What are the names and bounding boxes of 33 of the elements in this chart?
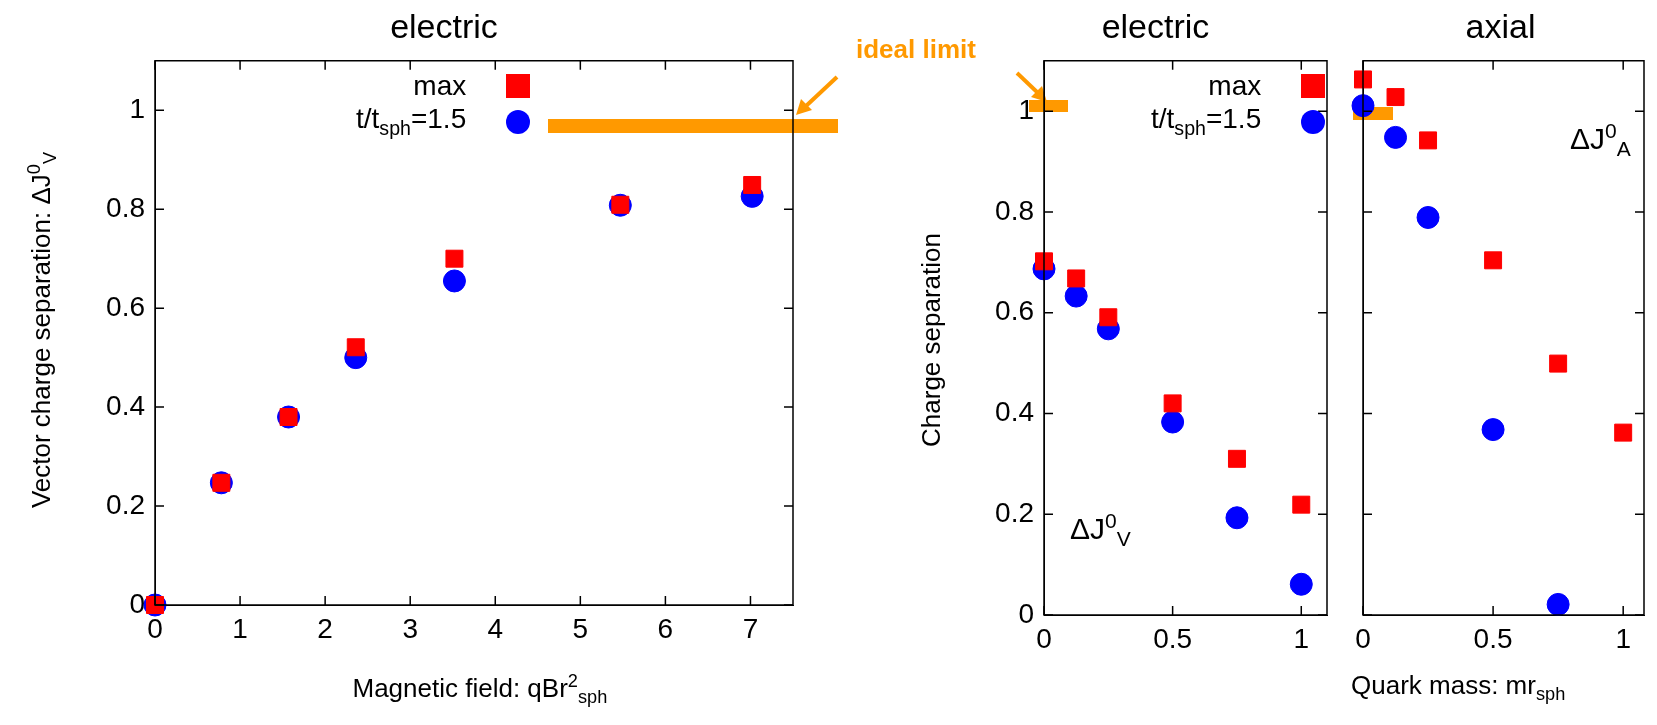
y-tick-label: 1 bbox=[129, 92, 145, 124]
y-tick-label: 0.2 bbox=[995, 496, 1034, 528]
x-tick-label: 6 bbox=[657, 612, 674, 644]
y-tick-label: 0.8 bbox=[106, 191, 145, 223]
y-tick-label: 0.4 bbox=[995, 396, 1034, 428]
y-tick-label: 0.2 bbox=[106, 488, 145, 520]
y-axis-title: Charge separation bbox=[916, 233, 946, 447]
y-tick-label: 0.8 bbox=[995, 194, 1034, 226]
legend-label: max bbox=[1208, 70, 1262, 101]
x-tick-label: 5 bbox=[572, 612, 589, 644]
x-tick-label: 2 bbox=[317, 612, 333, 644]
legend-label: t/t$_{sph}$=1.5 bbox=[356, 103, 467, 139]
x-tick-label: 0 bbox=[1355, 622, 1371, 654]
chart-title: electric bbox=[390, 6, 498, 45]
y-tick-label: 0.6 bbox=[106, 290, 145, 322]
x-tick-label: 0.5 bbox=[1153, 622, 1193, 654]
x-tick-label: 4 bbox=[487, 612, 504, 644]
y-tick-label: 0 bbox=[129, 587, 145, 619]
chart-title: electric bbox=[1101, 6, 1210, 45]
x-tick-label: 1 bbox=[1293, 622, 1310, 654]
x-tick-label: 0.5 bbox=[1473, 622, 1513, 654]
x-tick-label: 3 bbox=[402, 612, 418, 644]
y-tick-label: 0.4 bbox=[106, 389, 145, 421]
x-tick-label: 1 bbox=[1615, 622, 1631, 654]
y-tick-label: 0.6 bbox=[995, 295, 1034, 327]
text: ideal limit bbox=[856, 34, 976, 64]
legend-label: t/t$_{sph}$=1.5 bbox=[1151, 103, 1262, 139]
x-tick-label: 7 bbox=[742, 612, 759, 644]
x-tick-label: 1 bbox=[232, 612, 248, 644]
legend-label: max bbox=[413, 70, 467, 101]
chart-title: axial bbox=[1465, 6, 1536, 45]
x-axis-title: Quark mass: mr$_{sph}$ bbox=[1351, 670, 1566, 705]
y-tick-label: 1 bbox=[1018, 93, 1034, 125]
